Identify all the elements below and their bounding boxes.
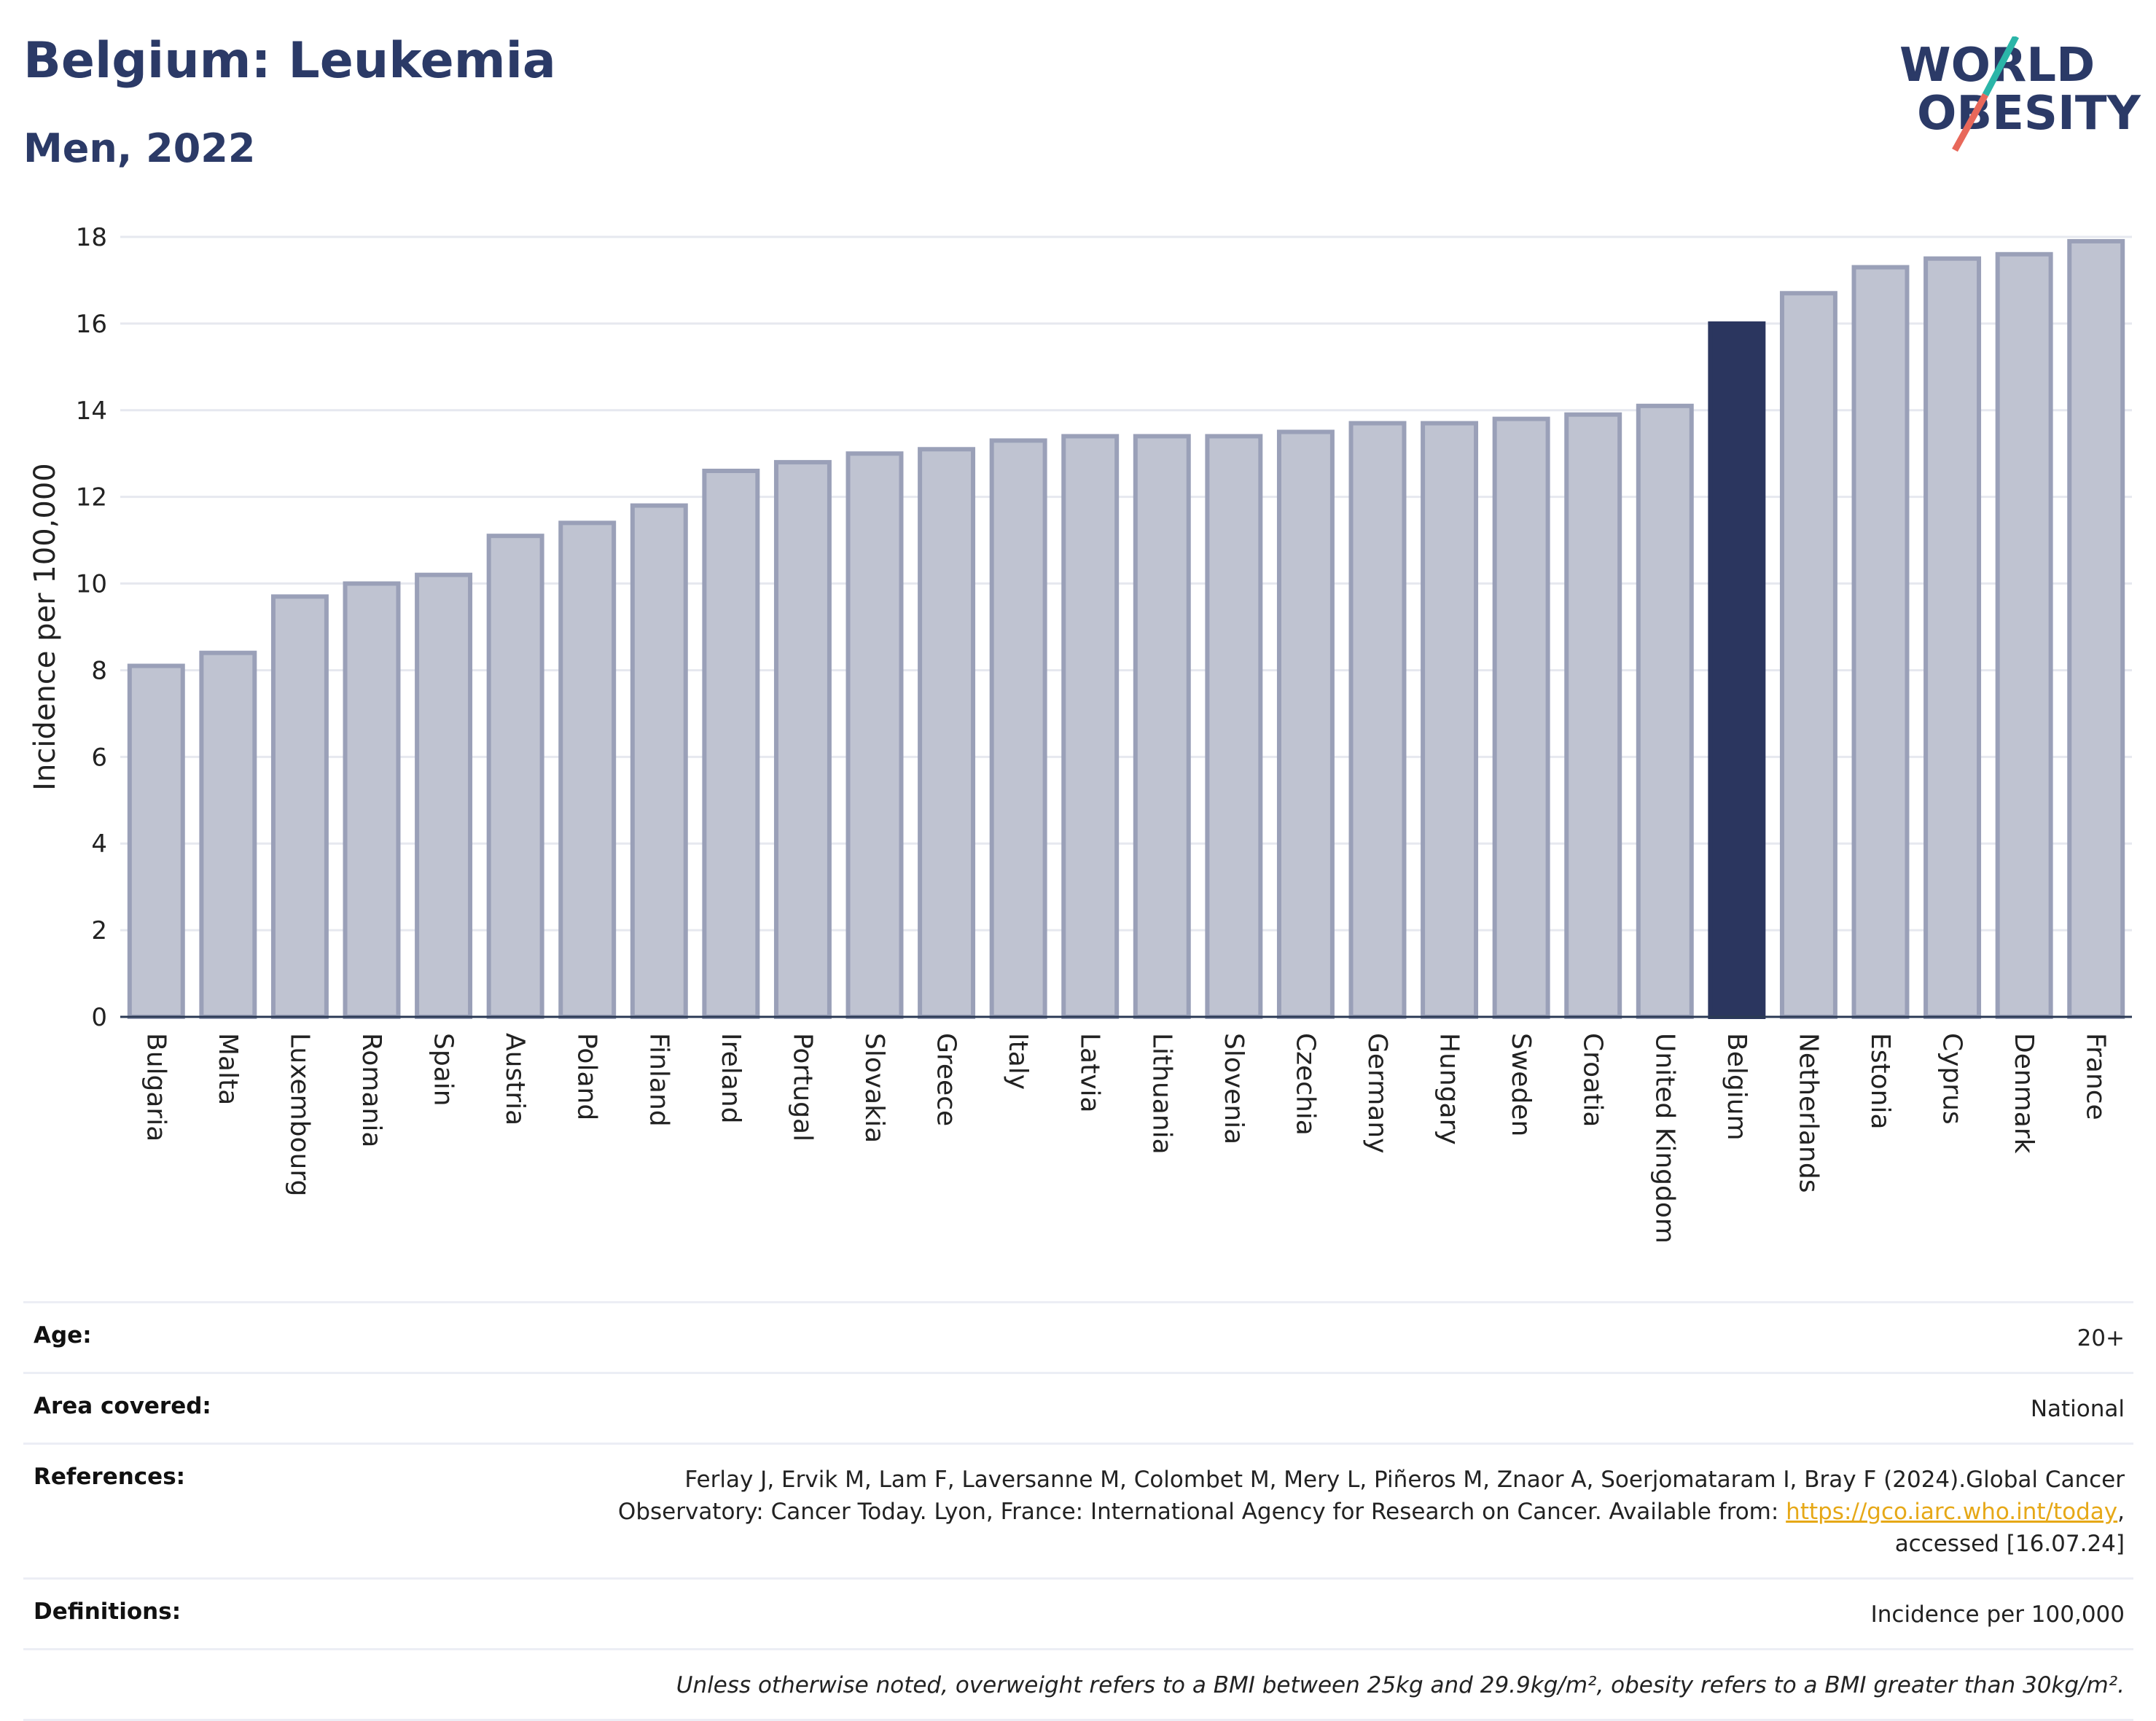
logo-slash-icon xyxy=(1952,36,2019,152)
bar-italy xyxy=(989,438,1047,1019)
area-value: National xyxy=(2030,1396,2125,1422)
chart-subtitle: Men, 2022 xyxy=(23,125,256,171)
x-tick-label: Austria xyxy=(500,1033,530,1125)
x-tick-label: Poland xyxy=(572,1033,602,1120)
bar-hungary xyxy=(1421,421,1479,1020)
bar-ireland xyxy=(702,469,760,1019)
bar-luxembourg xyxy=(270,594,329,1019)
y-tick-label: 4 xyxy=(91,830,107,859)
bar-slovakia xyxy=(845,451,904,1019)
x-tick-label: Ireland xyxy=(716,1033,746,1124)
x-tick-label: Bulgaria xyxy=(141,1033,171,1142)
age-label: Age: xyxy=(34,1322,92,1349)
bar-france xyxy=(2067,238,2125,1019)
x-tick-label: Denmark xyxy=(2009,1033,2039,1154)
references-value: Ferlay J, Ervik M, Lam F, Laversanne M, … xyxy=(618,1464,2125,1560)
x-tick-label: Cyprus xyxy=(1937,1033,1967,1125)
bar-latvia xyxy=(1061,434,1120,1019)
world-obesity-logo: WORLD OBESITY xyxy=(1899,36,2141,153)
bar-chart: 0 2 4 6 8 10 12 14 16 18 Incidence per 100,000 Bulg… xyxy=(28,223,2132,1244)
bar-belgium xyxy=(1708,321,1766,1019)
references-text-1: Ferlay J, Ervik M, Lam F, Laversanne M, … xyxy=(684,1467,2125,1493)
y-tick-label: 0 xyxy=(91,1003,107,1032)
bar-spain xyxy=(415,572,473,1019)
x-tick-label: Finland xyxy=(644,1033,673,1127)
bar-finland xyxy=(630,503,688,1019)
logo-line-2: OBESITY xyxy=(1917,87,2141,141)
references-text-2: Observatory: Cancer Today. Lyon, France:… xyxy=(617,1499,1786,1525)
x-tick-label: Romania xyxy=(356,1033,386,1147)
x-tick-label: Belgium xyxy=(1722,1033,1751,1141)
definitions-value: Incidence per 100,000 xyxy=(1870,1601,2125,1628)
bar-sweden xyxy=(1492,416,1550,1019)
bar-bulgaria xyxy=(127,663,185,1019)
bar-malta xyxy=(199,650,257,1020)
bar-portugal xyxy=(773,460,832,1020)
x-tick-label: Croatia xyxy=(1578,1033,1608,1127)
bar-netherlands xyxy=(1779,291,1837,1019)
bar-slovenia xyxy=(1205,434,1263,1019)
y-tick-label: 12 xyxy=(76,483,107,512)
info-row-definitions: Definitions: Incidence per 100,000 xyxy=(23,1577,2133,1648)
bar-poland xyxy=(558,520,617,1020)
x-tick-label: Greece xyxy=(931,1033,961,1126)
chart-title: Belgium: Leukemia xyxy=(23,32,556,90)
y-tick-label: 16 xyxy=(76,310,107,339)
bar-united-kingdom xyxy=(1636,403,1694,1020)
bar-denmark xyxy=(1995,251,2053,1019)
y-axis-label: Incidence per 100,000 xyxy=(28,463,62,791)
x-tick-label: Netherlands xyxy=(1793,1033,1823,1193)
y-tick-label: 2 xyxy=(91,916,107,945)
bar-czechia xyxy=(1276,429,1335,1019)
x-tick-label: Slovenia xyxy=(1219,1033,1249,1144)
references-link[interactable]: https://gco.iarc.who.int/today xyxy=(1786,1499,2118,1525)
x-tick-label: Czechia xyxy=(1290,1033,1320,1136)
x-tick-label: Italy xyxy=(1003,1033,1033,1090)
definitions-label: Definitions: xyxy=(34,1599,181,1625)
references-text-4: accessed [16.07.24] xyxy=(1894,1531,2125,1557)
bar-cyprus xyxy=(1923,256,1982,1020)
references-label: References: xyxy=(34,1464,186,1490)
y-tick-label: 10 xyxy=(76,570,107,599)
bar-austria xyxy=(486,534,544,1019)
x-tick-label: Lithuania xyxy=(1147,1033,1176,1155)
x-tick-label: Spain xyxy=(429,1033,458,1107)
x-tick-label: Germany xyxy=(1362,1033,1392,1153)
age-value: 20+ xyxy=(2077,1325,2125,1351)
info-table: Age: 20+ Area covered: National Referenc… xyxy=(23,1301,2133,1721)
y-tick-label: 18 xyxy=(76,223,107,252)
x-tick-label: Estonia xyxy=(1865,1033,1895,1130)
x-tick-label: Slovakia xyxy=(859,1033,889,1143)
bar-romania xyxy=(343,581,401,1019)
x-tick-label: United Kingdom xyxy=(1649,1033,1679,1244)
area-label: Area covered: xyxy=(34,1393,211,1419)
info-row-references: References: Ferlay J, Ervik M, Lam F, La… xyxy=(23,1443,2133,1577)
x-tick-label: Malta xyxy=(213,1033,243,1105)
y-tick-label: 8 xyxy=(91,656,107,685)
y-tick-label: 14 xyxy=(76,397,107,426)
x-tick-label: Portugal xyxy=(787,1033,817,1142)
references-text-3: , xyxy=(2117,1499,2125,1525)
x-tick-label: Luxembourg xyxy=(284,1033,314,1196)
bar-germany xyxy=(1348,421,1407,1020)
bmi-note: Unless otherwise noted, overweight refer… xyxy=(676,1672,2125,1698)
bar-croatia xyxy=(1564,412,1622,1019)
x-tick-label: Sweden xyxy=(1506,1033,1536,1136)
x-tick-label: Latvia xyxy=(1075,1033,1105,1113)
info-row-note: Unless otherwise noted, overweight refer… xyxy=(23,1648,2133,1721)
bar-estonia xyxy=(1851,265,1910,1020)
y-tick-label: 6 xyxy=(91,743,107,772)
info-row-area: Area covered: National xyxy=(23,1372,2133,1443)
x-tick-label: Hungary xyxy=(1434,1033,1464,1145)
info-row-age: Age: 20+ xyxy=(23,1301,2133,1372)
bar-lithuania xyxy=(1133,434,1191,1019)
x-tick-label: France xyxy=(2081,1033,2111,1120)
bar-greece xyxy=(918,447,976,1019)
